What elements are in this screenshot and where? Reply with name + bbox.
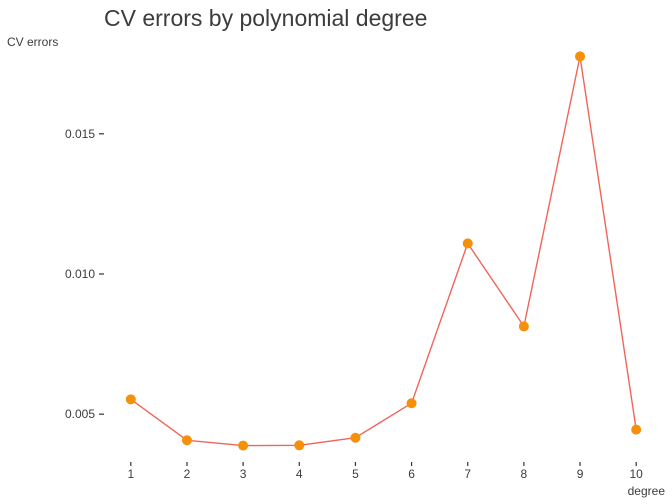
x-tick-label: 7 — [464, 467, 471, 481]
y-tick-label: 0.005 — [65, 407, 95, 421]
x-tick-label: 8 — [521, 467, 528, 481]
data-point — [181, 435, 192, 446]
data-point — [631, 424, 642, 435]
x-tick-label: 2 — [184, 467, 191, 481]
x-axis-label: degree — [628, 484, 666, 498]
data-point — [125, 394, 136, 405]
series-layer — [125, 51, 642, 451]
data-point — [406, 398, 417, 409]
data-point — [350, 432, 361, 443]
data-point — [294, 440, 305, 451]
x-tick-label: 3 — [240, 467, 247, 481]
series-line — [130, 55, 637, 447]
data-point — [575, 51, 586, 62]
x-tick-label: 4 — [296, 467, 303, 481]
x-tick-label: 9 — [577, 467, 584, 481]
x-axis: 1 2 3 4 5 6 7 8 9 10 — [127, 462, 643, 481]
y-tick-label: 0.010 — [65, 267, 95, 281]
y-tick-label: 0.015 — [65, 127, 95, 141]
y-axis: 0.005 0.010 0.015 — [65, 127, 104, 421]
x-tick-label: 5 — [352, 467, 359, 481]
data-point — [238, 440, 249, 451]
x-tick-label: 6 — [408, 467, 415, 481]
chart-title: CV errors by polynomial degree — [104, 5, 427, 31]
x-tick-label: 10 — [630, 467, 644, 481]
data-point — [518, 321, 529, 332]
data-point — [462, 238, 473, 249]
y-axis-label: CV errors — [7, 35, 58, 49]
x-tick-label: 1 — [127, 467, 134, 481]
